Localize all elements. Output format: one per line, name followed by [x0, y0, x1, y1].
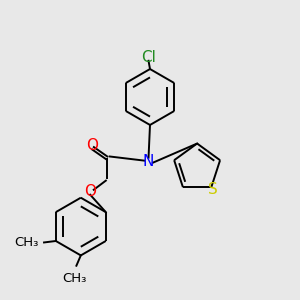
Text: CH₃: CH₃ — [15, 236, 39, 249]
Text: O: O — [86, 138, 98, 153]
Text: CH₃: CH₃ — [63, 272, 87, 285]
Text: N: N — [143, 154, 154, 169]
Text: O: O — [84, 184, 96, 199]
Text: S: S — [208, 182, 218, 197]
Text: Cl: Cl — [141, 50, 156, 65]
